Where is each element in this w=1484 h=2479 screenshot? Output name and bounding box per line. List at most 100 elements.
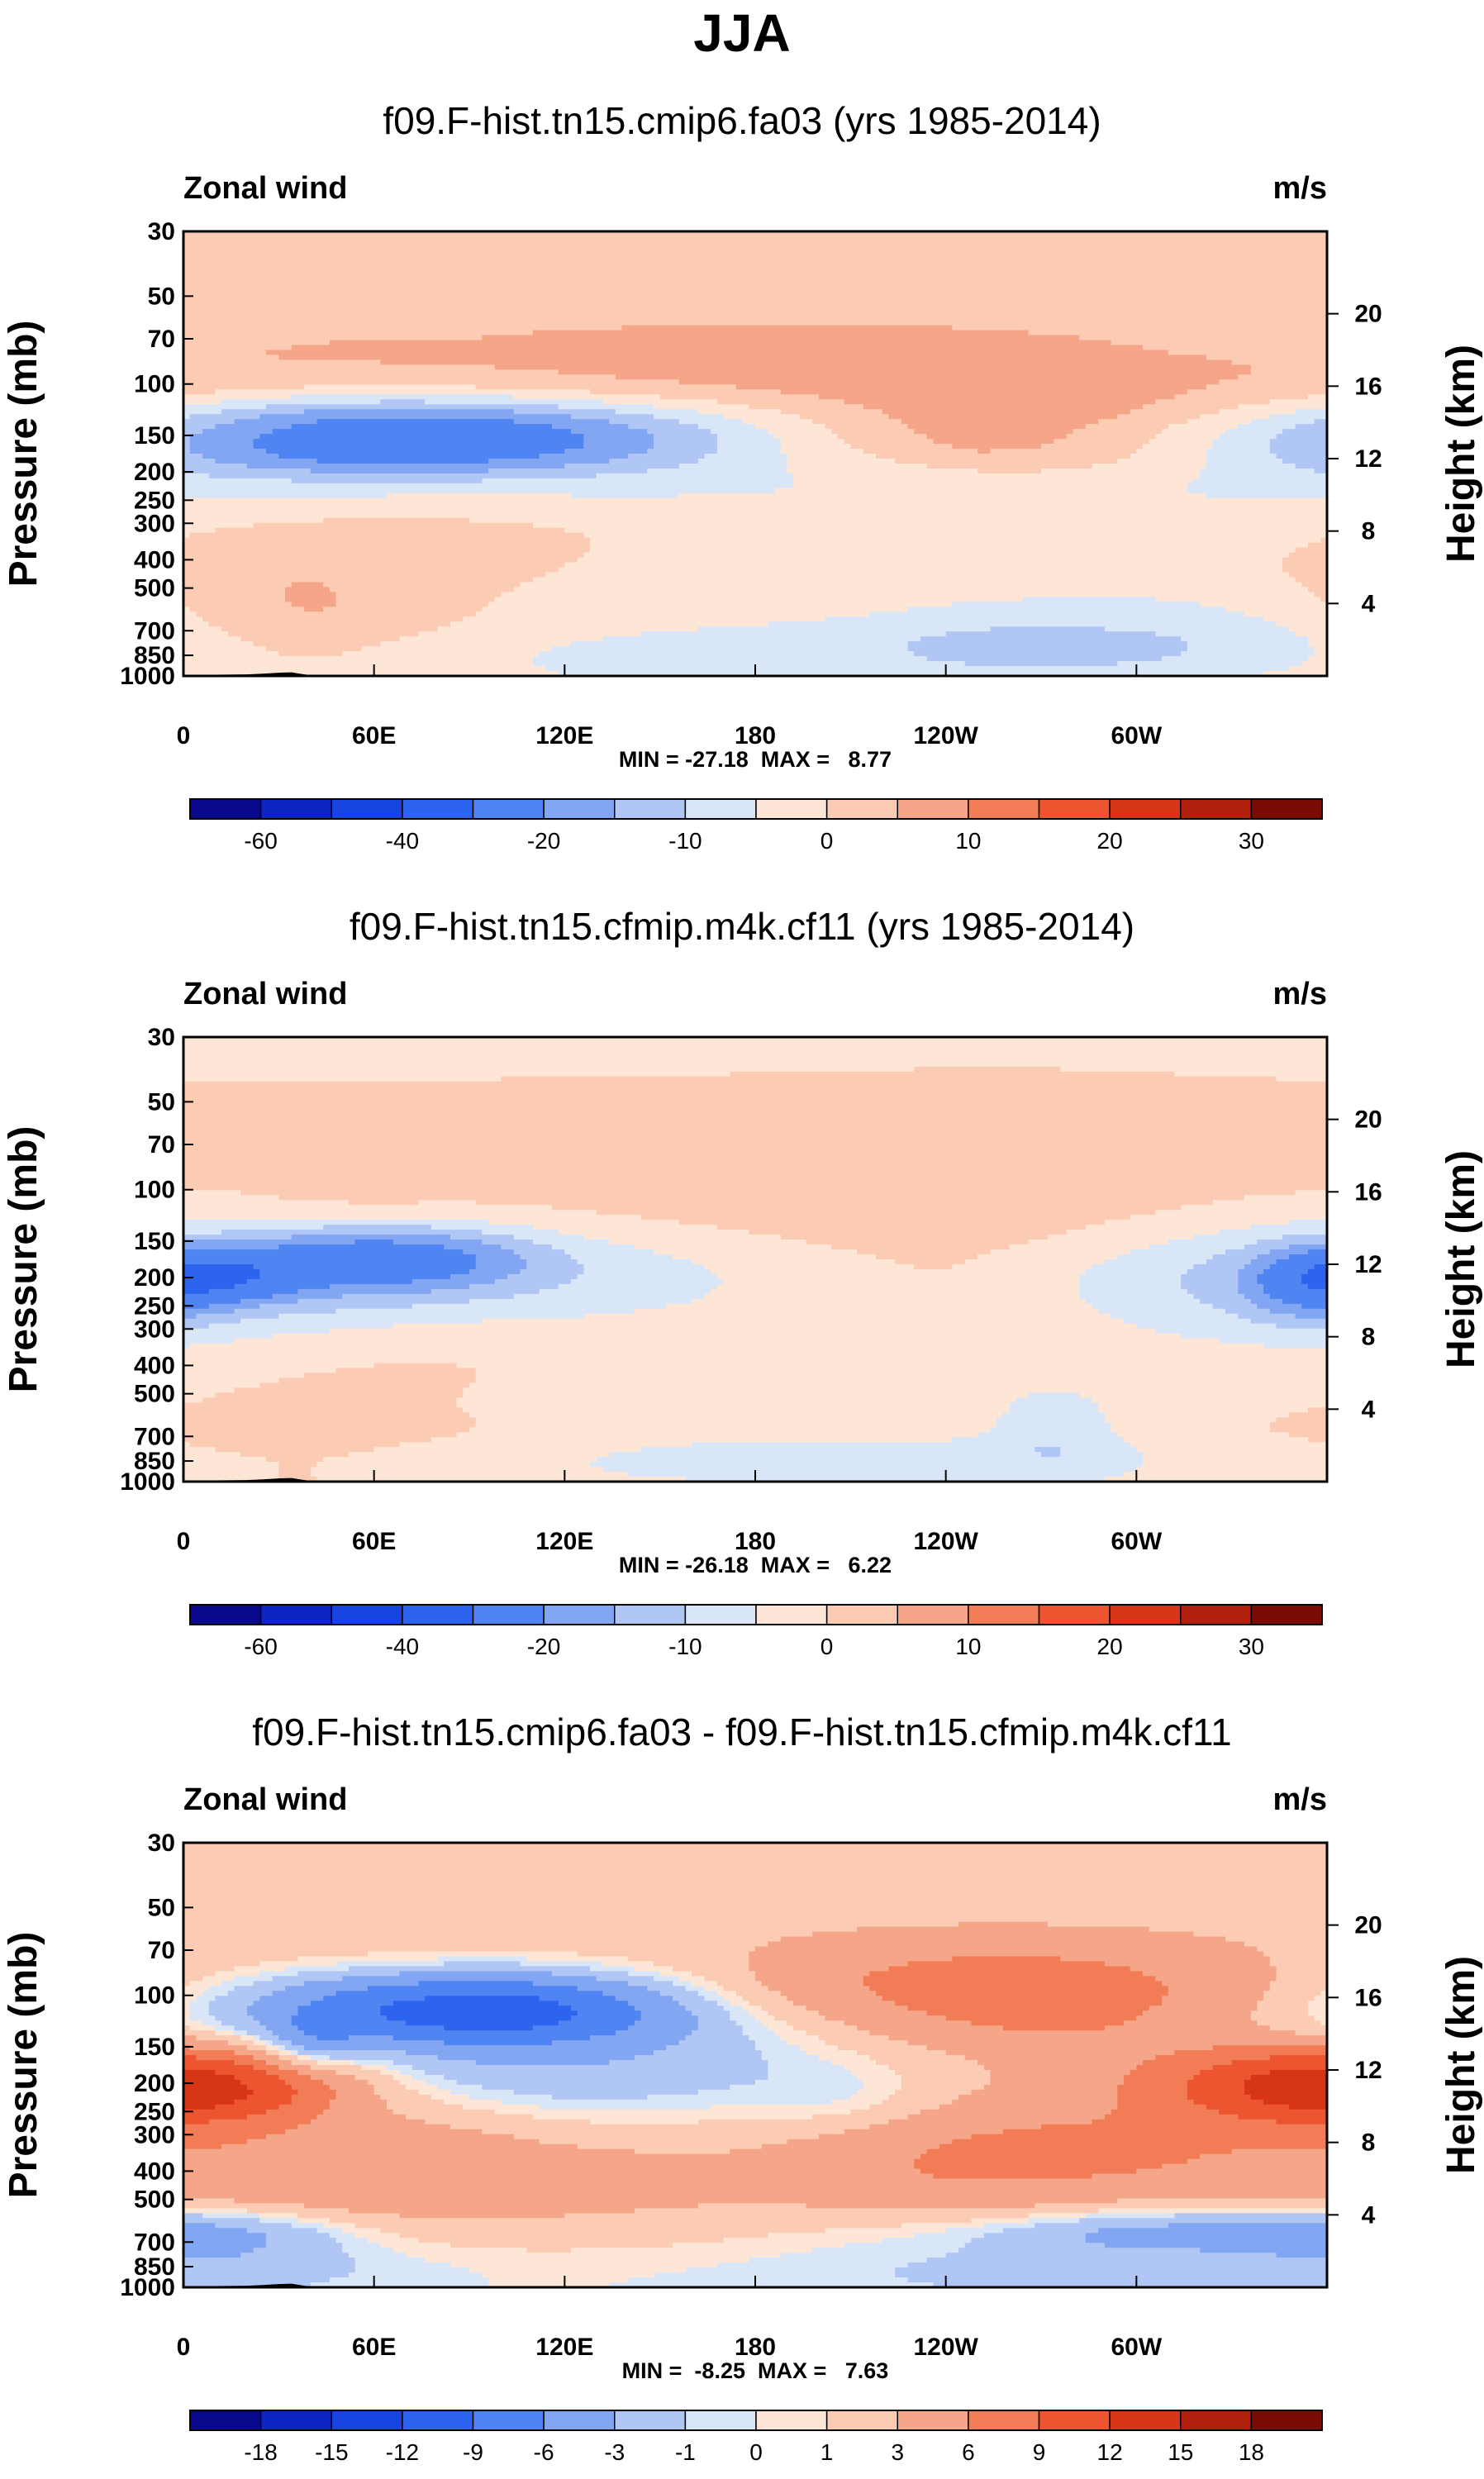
- contour-cell: [1111, 340, 1328, 346]
- contour-cell: [914, 651, 1182, 657]
- contour-cell: [609, 2060, 769, 2066]
- contour-cell: [907, 1961, 1106, 1967]
- contour-cell: [869, 1986, 1169, 1992]
- contour-cell: [634, 2006, 687, 2011]
- contour-cell: [716, 1273, 1080, 1280]
- contour-cell: [183, 1140, 1328, 1147]
- contour-cell: [590, 537, 1322, 544]
- height-tick-label: 20: [1354, 301, 1382, 328]
- contour-cell: [1098, 1308, 1226, 1315]
- contour-cell: [183, 340, 331, 346]
- contour-cell: [577, 2010, 642, 2016]
- panel-title: f09.F-hist.tn15.cfmip.m4k.cf11 (yrs 1985…: [350, 905, 1134, 948]
- contour-cell: [920, 636, 1182, 642]
- contour-cell: [1295, 2030, 1328, 2036]
- contour-cell: [818, 2035, 890, 2041]
- contour-cell: [183, 280, 1328, 287]
- contour-cell: [183, 2183, 1328, 2190]
- contour-cell: [418, 2238, 725, 2243]
- contour-cell: [907, 2006, 1150, 2011]
- contour-cell: [1181, 1333, 1328, 1339]
- contour-cell: [755, 2040, 788, 2046]
- contour-cell: [221, 399, 382, 405]
- contour-cell: [895, 1259, 966, 1265]
- colorbar-bin: [1250, 798, 1323, 820]
- contour-cell: [183, 532, 191, 539]
- contour-cell: [659, 1971, 692, 1977]
- contour-cell: [1200, 2153, 1328, 2160]
- contour-cell: [907, 646, 1188, 652]
- contour-cell: [1250, 1318, 1328, 1325]
- contour-cell: [335, 1991, 604, 1997]
- contour-cell: [678, 2001, 718, 2006]
- contour-cell: [285, 2129, 483, 2135]
- colorbar-bin: [1109, 798, 1182, 820]
- contour-cell: [1250, 369, 1328, 376]
- contour-cell: [1193, 1931, 1328, 1938]
- contour-cell: [259, 434, 585, 440]
- contour-cell: [253, 522, 534, 529]
- contour-cell: [335, 2089, 375, 2096]
- contour-cell: [183, 1872, 1328, 1878]
- contour-cell: [183, 1145, 1328, 1152]
- contour-cell: [1079, 1273, 1182, 1280]
- contour-cell: [189, 2006, 210, 2011]
- contour-cell: [367, 1951, 578, 1958]
- contour-cell: [749, 2010, 769, 2016]
- contour-cell: [1181, 1205, 1328, 1211]
- contour-cell: [609, 458, 699, 464]
- contour-cell: [183, 1091, 1328, 1097]
- contour-cell: [246, 2084, 293, 2091]
- contour-cell: [914, 2158, 1188, 2165]
- contour-cell: [316, 2035, 350, 2041]
- contour-cell: [806, 2050, 858, 2056]
- pressure-tick-label: 150: [134, 1228, 175, 1255]
- contour-cell: [558, 567, 1283, 573]
- contour-cell: [895, 458, 1118, 464]
- contour-cell: [1295, 463, 1328, 469]
- contour-cell: [907, 2263, 1328, 2268]
- contour-cell: [234, 1283, 331, 1290]
- contour-cell: [723, 414, 801, 420]
- contour-cell: [1320, 597, 1328, 603]
- contour-cell: [183, 1916, 1328, 1923]
- contour-cell: [634, 1966, 673, 1972]
- contour-cell: [183, 2006, 191, 2011]
- contour-cell: [895, 2272, 1328, 2278]
- contour-cell: [183, 2173, 934, 2180]
- contour-cell: [1307, 1437, 1328, 1443]
- contour-cell: [183, 1165, 1328, 1172]
- contour-cell: [742, 2025, 769, 2031]
- contour-cell: [183, 1333, 273, 1339]
- contour-cell: [558, 1230, 750, 1235]
- contour-cell: [469, 1382, 1328, 1389]
- units-label: m/s: [1273, 171, 1327, 206]
- contour-cell: [678, 463, 788, 469]
- contour-cell: [926, 656, 1163, 662]
- contour-cell: [246, 2114, 318, 2120]
- panel-title: f09.F-hist.tn15.cmip6.fa03 (yrs 1985-201…: [383, 99, 1101, 142]
- contour-cell: [977, 1254, 1118, 1260]
- contour-cell: [1263, 1283, 1309, 1290]
- contour-cell: [818, 2010, 928, 2016]
- contour-cell: [297, 1298, 470, 1305]
- contour-cell: [1269, 1986, 1328, 1992]
- contour-cell: [1187, 2158, 1328, 2165]
- contour-cell: [1143, 444, 1214, 450]
- contour-cell: [380, 2228, 826, 2234]
- pressure-tick-label: 500: [134, 575, 175, 602]
- contour-cell: [837, 2045, 928, 2051]
- contour-cell: [278, 1377, 477, 1384]
- contour-cell: [723, 2238, 883, 2243]
- contour-cell: [640, 1447, 1036, 1453]
- colorbar-bin: [259, 1604, 333, 1625]
- contour-cell: [387, 2099, 445, 2105]
- contour-cell: [844, 2129, 1004, 2135]
- contour-cell: [183, 439, 191, 445]
- contour-cell: [977, 449, 992, 454]
- contour-cell: [876, 454, 1131, 459]
- contour-cell: [329, 2055, 439, 2061]
- contour-cell: [1288, 1244, 1328, 1250]
- contour-cell: [183, 444, 191, 450]
- contour-cell: [183, 582, 293, 588]
